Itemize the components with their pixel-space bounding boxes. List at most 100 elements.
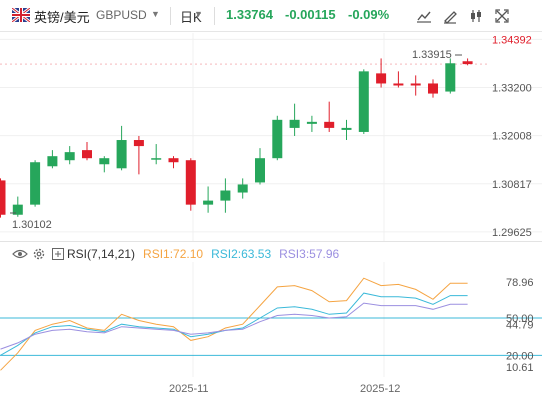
indicator-icon — [471, 10, 481, 22]
period-selector[interactable]: 日K — [180, 10, 202, 25]
candlestick-chart[interactable]: 1.34392 1.33200 1.32008 1.30817 1.29625 1.33… — [0, 33, 542, 241]
candle — [82, 142, 92, 161]
rsi1-line — [0, 277, 468, 371]
price-tick-label: 1.32008 — [492, 131, 532, 143]
candle-body — [341, 127, 352, 130]
panel-divider — [0, 241, 542, 242]
fullscreen-button[interactable] — [492, 6, 512, 26]
candle-body — [220, 190, 231, 201]
pair-code[interactable]: GBPUSD — [96, 8, 147, 22]
candle — [47, 150, 58, 169]
candle — [358, 69, 369, 134]
candle — [428, 79, 438, 98]
price-tick-label: 1.29625 — [492, 227, 532, 239]
candle — [185, 158, 196, 211]
candle — [12, 196, 23, 217]
candle — [116, 125, 127, 171]
candle-body — [393, 83, 404, 86]
rsi-name[interactable]: RSI(7,14,21) — [67, 247, 136, 261]
draw-icon — [444, 11, 457, 24]
candle-body — [64, 152, 75, 161]
divider — [214, 7, 215, 25]
candle-body — [462, 61, 473, 65]
candle — [99, 156, 110, 173]
candle — [0, 178, 6, 218]
candle-body — [82, 150, 92, 159]
rsi-grid — [0, 262, 542, 377]
candle-body — [358, 71, 369, 132]
pair-name[interactable]: 英镑/美元 — [34, 10, 90, 25]
candle — [237, 178, 248, 199]
candle-body — [168, 158, 179, 163]
indicator-button[interactable] — [466, 6, 486, 26]
candle — [445, 58, 456, 94]
candle — [168, 156, 179, 169]
candles — [0, 54, 473, 218]
rsi3-value: RSI3:57.96 — [279, 247, 340, 261]
fullscreen-icon — [495, 9, 509, 23]
candle-body — [116, 140, 127, 169]
price-tick-label: 1.30817 — [492, 179, 532, 191]
symbol-dropdown-icon[interactable]: ▼ — [151, 9, 160, 19]
candle — [306, 115, 317, 132]
candle — [272, 115, 283, 161]
low-price-label: 1.30102 — [12, 219, 52, 231]
candle — [30, 160, 41, 207]
rsi1-value: RSI1:72.10 — [143, 247, 204, 261]
candle-body — [410, 83, 421, 86]
candle-body — [237, 184, 248, 193]
candle-body — [185, 160, 196, 205]
candle — [289, 103, 300, 136]
period-dropdown-icon[interactable]: ▼ — [194, 9, 203, 19]
candle-body — [255, 158, 265, 183]
rsi-legend: RSI(7,14,21) RSI1:72.10 RSI2:63.53 RSI3:… — [12, 246, 339, 262]
candle — [255, 148, 265, 185]
candle — [64, 146, 75, 165]
candle — [376, 58, 387, 88]
draw-tool-button[interactable] — [440, 6, 460, 26]
rsi2-line — [0, 292, 468, 356]
candle — [133, 135, 144, 175]
divider — [170, 7, 171, 25]
rsi-lines — [0, 277, 468, 371]
line-chart-button[interactable] — [414, 6, 434, 26]
price-change-percent: -0.09% — [348, 7, 390, 22]
candle-body — [306, 121, 317, 124]
rsi-tick-label: 10.61 — [506, 362, 534, 374]
price-tick-label: 1.33200 — [492, 83, 532, 95]
x-label-nov: 2025-11 — [169, 383, 209, 395]
candle-body — [203, 200, 214, 205]
price-axis: 1.34392 1.33200 1.32008 1.30817 1.29625 — [492, 34, 532, 239]
rsi-tick-label: 50.00 — [506, 313, 534, 325]
candle-body — [133, 140, 144, 147]
price-change: -0.00115 — [285, 7, 336, 22]
candle — [341, 119, 352, 141]
candle — [220, 178, 231, 213]
candle-body — [99, 158, 110, 165]
candle-body — [47, 156, 58, 167]
candle-body — [12, 204, 23, 215]
expand-indicator-icon[interactable] — [52, 248, 64, 260]
hide-eye-icon[interactable] — [12, 247, 28, 261]
candle — [462, 58, 473, 66]
candle-body — [151, 158, 162, 160]
candle-body — [376, 73, 387, 84]
candle — [324, 101, 335, 132]
rsi2-value: RSI2:63.53 — [211, 247, 272, 261]
rsi-tick-label: 20.00 — [506, 350, 534, 362]
x-label-dec: 2025-12 — [360, 383, 400, 395]
rsi-tick-label: 78.96 — [506, 277, 534, 289]
candle-body — [0, 180, 6, 215]
candle — [203, 186, 214, 213]
candle-body — [289, 119, 300, 128]
settings-gear-icon[interactable] — [32, 247, 46, 261]
uk-flag-icon — [12, 8, 30, 22]
candle — [151, 144, 162, 165]
rsi-tick-label: 44.79 — [506, 319, 534, 331]
candle-body — [272, 119, 283, 159]
line-chart-icon — [417, 11, 431, 23]
price-tick-label: 1.34392 — [492, 34, 532, 46]
high-price-label: 1.33915 — [412, 49, 452, 61]
